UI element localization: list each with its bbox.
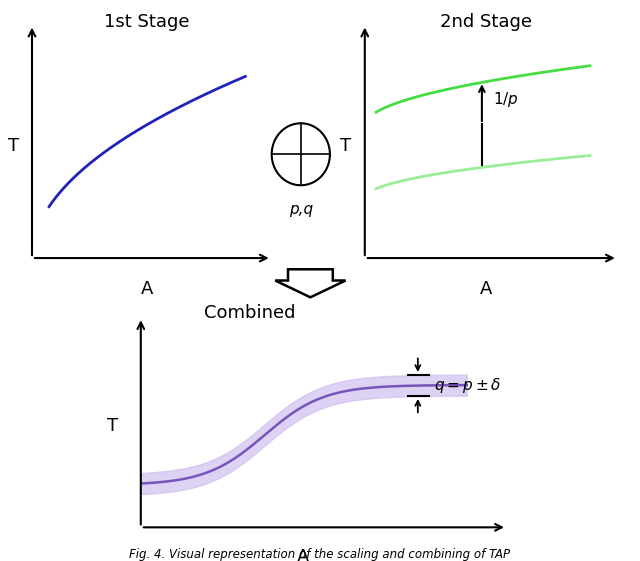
Text: $q = p \pm \delta$: $q = p \pm \delta$ xyxy=(434,376,502,395)
Text: p,q: p,q xyxy=(289,202,313,217)
Text: A: A xyxy=(480,280,493,298)
Title: 1st Stage: 1st Stage xyxy=(104,13,190,31)
Text: Combined: Combined xyxy=(204,305,296,323)
Text: T: T xyxy=(8,137,19,155)
Text: T: T xyxy=(107,417,118,435)
Text: A: A xyxy=(141,280,154,298)
Text: $1/p$: $1/p$ xyxy=(493,90,519,109)
Title: 2nd Stage: 2nd Stage xyxy=(440,13,532,31)
Text: Fig. 4. Visual representation of the scaling and combining of TAP: Fig. 4. Visual representation of the sca… xyxy=(129,548,511,561)
Text: T: T xyxy=(340,137,351,155)
Text: A: A xyxy=(296,548,309,561)
